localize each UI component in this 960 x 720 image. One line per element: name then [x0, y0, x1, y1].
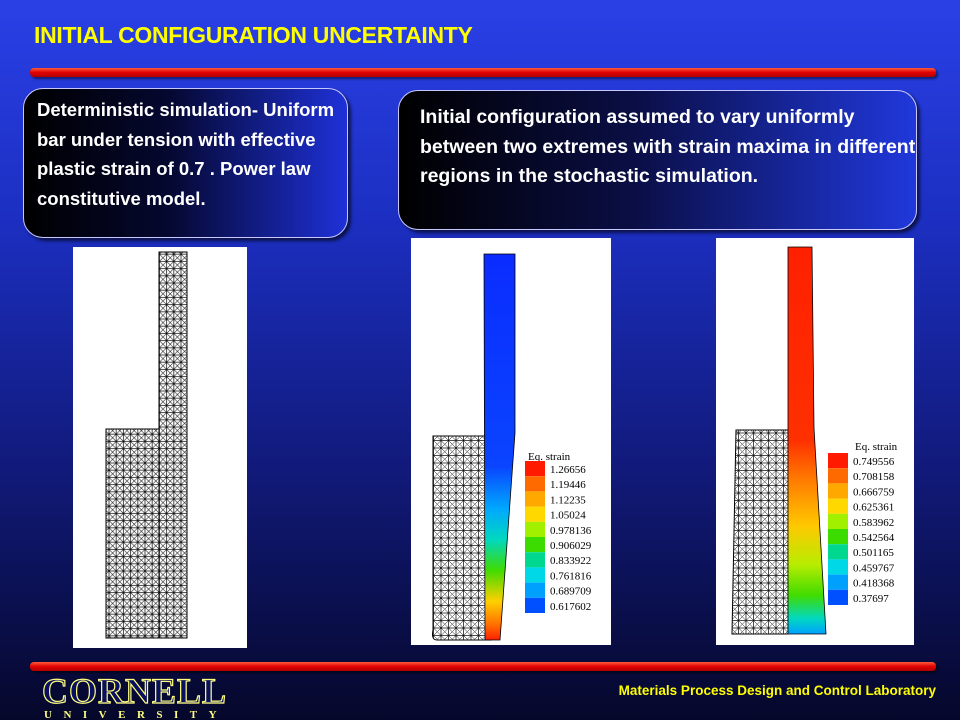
- stochastic-description-box: Initial configuration assumed to vary un…: [398, 90, 917, 230]
- stochastic-mesh-panel-a: Eq. strain 1.26656 1.19446 1.12235 1.05024 0…: [411, 238, 611, 645]
- legend-value: 1.12235: [550, 494, 586, 506]
- stochastic-description-text: Initial configuration assumed to vary un…: [420, 106, 916, 187]
- stochastic-strain-figure-a: Eq. strain 1.26656 1.19446 1.12235 1.05024 0…: [432, 253, 592, 641]
- legend-swatch: [525, 597, 545, 613]
- legend-value: 0.708158: [853, 471, 895, 483]
- legend-swatch: [525, 552, 545, 568]
- legend-swatch: [525, 506, 545, 522]
- legend-a: 1.26656 1.19446 1.12235 1.05024 0.978136 0.90…: [525, 461, 592, 613]
- legend-value: 0.666759: [853, 486, 895, 498]
- legend-value: 0.833922: [550, 555, 591, 567]
- deterministic-description-text: Deterministic simulation- Uniform bar un…: [37, 99, 335, 209]
- legend-value: 0.542564: [853, 532, 895, 544]
- cornell-logo-name: CORNELL: [42, 671, 227, 711]
- deterministic-mesh-figure: [105, 251, 188, 639]
- legend-swatch: [828, 468, 848, 484]
- legend-value: 1.05024: [550, 510, 586, 522]
- cornell-logo: CORNELL UNIVERSITY: [41, 670, 228, 720]
- stochastic-mesh-panel-b: Eq. strain 0.749556 0.708158 0.666759 0.625…: [716, 238, 914, 645]
- legend-swatch: [828, 529, 848, 545]
- bottom-divider-bar: [30, 662, 936, 671]
- legend-swatch: [828, 513, 848, 529]
- legend-value: 0.749556: [853, 456, 895, 468]
- legend-value: 1.26656: [550, 464, 586, 476]
- legend-swatch: [525, 521, 545, 537]
- legend-b-title: Eq. strain: [855, 441, 898, 453]
- legend-value: 0.418368: [853, 578, 895, 590]
- legend-swatch: [828, 589, 848, 605]
- deterministic-mesh-panel: [73, 247, 247, 648]
- legend-swatch: [828, 559, 848, 575]
- legend-swatch: [525, 461, 545, 477]
- legend-value: 0.583962: [853, 517, 894, 529]
- legend-swatch: [828, 453, 848, 469]
- legend-swatch: [525, 537, 545, 553]
- legend-value: 0.617602: [550, 601, 591, 613]
- legend-swatch: [828, 483, 848, 499]
- stochastic-strain-figure-b: Eq. strain 0.749556 0.708158 0.666759 0.625…: [731, 246, 898, 635]
- legend-swatch: [828, 544, 848, 560]
- cornell-logo-sub: UNIVERSITY: [44, 709, 228, 720]
- legend-value: 0.459767: [853, 562, 895, 574]
- deterministic-description-box: Deterministic simulation- Uniform bar un…: [23, 88, 348, 238]
- legend-swatch: [525, 582, 545, 598]
- legend-value: 0.689709: [550, 586, 592, 598]
- legend-swatch: [525, 567, 545, 583]
- legend-value: 0.625361: [853, 502, 894, 514]
- lab-footer: Materials Process Design and Control Lab…: [618, 683, 936, 698]
- legend-value: 0.501165: [853, 547, 894, 559]
- legend-value: 0.761816: [550, 570, 592, 582]
- legend-swatch: [525, 476, 545, 492]
- legend-b: 0.749556 0.708158 0.666759 0.625361 0.583962…: [828, 453, 895, 605]
- legend-value: 0.906029: [550, 540, 592, 552]
- legend-value: 0.37697: [853, 593, 889, 605]
- legend-swatch: [828, 574, 848, 590]
- legend-value: 0.978136: [550, 525, 592, 537]
- legend-a-title: Eq. strain: [528, 451, 571, 463]
- legend-swatch: [828, 498, 848, 514]
- top-divider-bar: [30, 68, 936, 77]
- legend-swatch: [525, 491, 545, 507]
- slide-title: INITIAL CONFIGURATION UNCERTAINTY: [34, 22, 473, 48]
- legend-value: 1.19446: [550, 479, 586, 491]
